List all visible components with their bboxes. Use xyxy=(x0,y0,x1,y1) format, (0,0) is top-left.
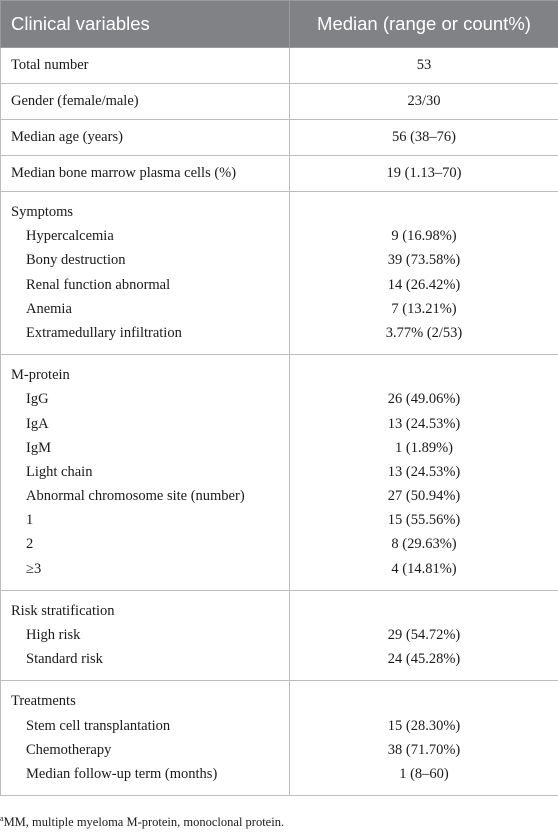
group-item-label: Standard risk xyxy=(26,651,103,668)
group-item-value: 39 (73.58%) xyxy=(387,252,461,269)
group-item-value: 9 (16.98%) xyxy=(391,228,457,245)
group-row-m-protein: M-protein IgG IgA IgM Light chain Abnorm… xyxy=(0,354,558,591)
table-row: Median age (years) 56 (38–76) xyxy=(0,119,558,156)
row-value: 19 (1.13–70) xyxy=(289,155,558,192)
group-item-label: Extramedullary infiltration xyxy=(26,324,182,341)
header-median: Median (range or count%) xyxy=(289,0,558,48)
group-item-value: 1 (1.89%) xyxy=(395,439,453,456)
group-item-label: IgM xyxy=(26,439,51,456)
group-item-label: Bony destruction xyxy=(26,252,126,269)
group-item-value: 1 (8–60) xyxy=(399,765,449,782)
group-item-label: Abnormal chromosome site (number) xyxy=(26,488,245,505)
footnote-text: MM, multiple myeloma M-protein, monoclon… xyxy=(3,815,285,829)
header-row: Clinical variables Median (range or coun… xyxy=(0,0,558,48)
group-values: 15 (28.30%) 38 (71.70%) 1 (8–60) xyxy=(289,680,558,797)
group-item-value: 4 (14.81%) xyxy=(391,560,457,577)
group-title: Symptoms xyxy=(11,204,74,220)
table-body: Total number 53 Gender (female/male) 23/… xyxy=(0,47,558,797)
group-row-risk-stratification: Risk stratification High risk Standard r… xyxy=(0,589,558,682)
table-header: Clinical variables Median (range or coun… xyxy=(0,0,558,48)
group-row-symptoms: Symptoms Hypercalcemia Bony destruction … xyxy=(0,190,558,356)
group-item-label: Anemia xyxy=(26,300,72,317)
row-label: Total number xyxy=(0,47,290,84)
group-item-label: Chemotherapy xyxy=(26,741,112,758)
group-values: 29 (54.72%) 24 (45.28%) xyxy=(289,589,558,682)
group-item-value: 38 (71.70%) xyxy=(387,741,461,758)
group-item-label: IgA xyxy=(26,415,49,432)
group-item-label: Renal function abnormal xyxy=(26,276,171,293)
header-clinical-variables: Clinical variables xyxy=(0,0,290,48)
footnote-marker: a xyxy=(0,813,4,823)
table-row: Gender (female/male) 23/30 xyxy=(0,83,558,120)
group-labels: Symptoms Hypercalcemia Bony destruction … xyxy=(0,190,290,356)
group-item-label: IgG xyxy=(26,391,49,408)
row-label: Median bone marrow plasma cells (%) xyxy=(0,155,290,192)
group-item-label: ≥3 xyxy=(26,560,42,577)
group-title: Treatments xyxy=(11,693,76,710)
group-labels: M-protein IgG IgA IgM Light chain Abnorm… xyxy=(0,354,290,591)
row-value: 56 (38–76) xyxy=(289,119,558,156)
row-value: 23/30 xyxy=(289,83,558,120)
row-label: Gender (female/male) xyxy=(0,83,290,120)
group-item-value: 15 (55.56%) xyxy=(387,512,461,529)
group-title-spacer xyxy=(300,599,548,623)
group-title-spacer xyxy=(300,689,548,713)
group-values: 26 (49.06%) 13 (24.53%) 1 (1.89%) 13 (24… xyxy=(289,354,558,591)
group-item-label: Median follow-up term (months) xyxy=(26,765,218,782)
table-row: Median bone marrow plasma cells (%) 19 (… xyxy=(0,155,558,192)
group-item-value: 24 (45.28%) xyxy=(387,651,461,668)
group-title-spacer xyxy=(300,200,548,224)
group-item-value: 14 (26.42%) xyxy=(387,276,461,293)
group-item-label: 1 xyxy=(26,512,34,529)
group-item-value: 29 (54.72%) xyxy=(387,627,461,643)
group-item-label: Light chain xyxy=(26,463,93,480)
group-item-value: 13 (24.53%) xyxy=(387,415,461,432)
group-item-label: 2 xyxy=(26,536,34,553)
group-item-label: Hypercalcemia xyxy=(26,228,114,245)
group-item-value: 3.77% (2/53) xyxy=(385,324,463,341)
group-labels: Treatments Stem cell transplantation Che… xyxy=(0,680,290,797)
row-label: Median age (years) xyxy=(0,119,290,156)
group-row-treatments: Treatments Stem cell transplantation Che… xyxy=(0,680,558,797)
table-footnote: aMM, multiple myeloma M-protein, monoclo… xyxy=(0,813,285,830)
group-item-label: High risk xyxy=(26,627,81,643)
row-value: 53 xyxy=(289,47,558,84)
clinical-variables-table: Clinical variables Median (range or coun… xyxy=(0,0,558,797)
group-item-value: 15 (28.30%) xyxy=(387,717,461,734)
group-item-value: 26 (49.06%) xyxy=(387,391,461,408)
group-item-label: Stem cell transplantation xyxy=(26,717,171,734)
group-item-value: 13 (24.53%) xyxy=(387,463,461,480)
group-values: 9 (16.98%) 39 (73.58%) 14 (26.42%) 7 (13… xyxy=(289,190,558,356)
group-title-spacer xyxy=(300,363,548,387)
group-title: Risk stratification xyxy=(11,602,115,619)
group-title: M-protein xyxy=(11,367,70,384)
table-row: Total number 53 xyxy=(0,47,558,84)
group-item-value: 7 (13.21%) xyxy=(391,300,457,317)
group-item-value: 27 (50.94%) xyxy=(387,488,461,505)
group-labels: Risk stratification High risk Standard r… xyxy=(0,589,290,682)
group-item-value: 8 (29.63%) xyxy=(391,536,457,553)
